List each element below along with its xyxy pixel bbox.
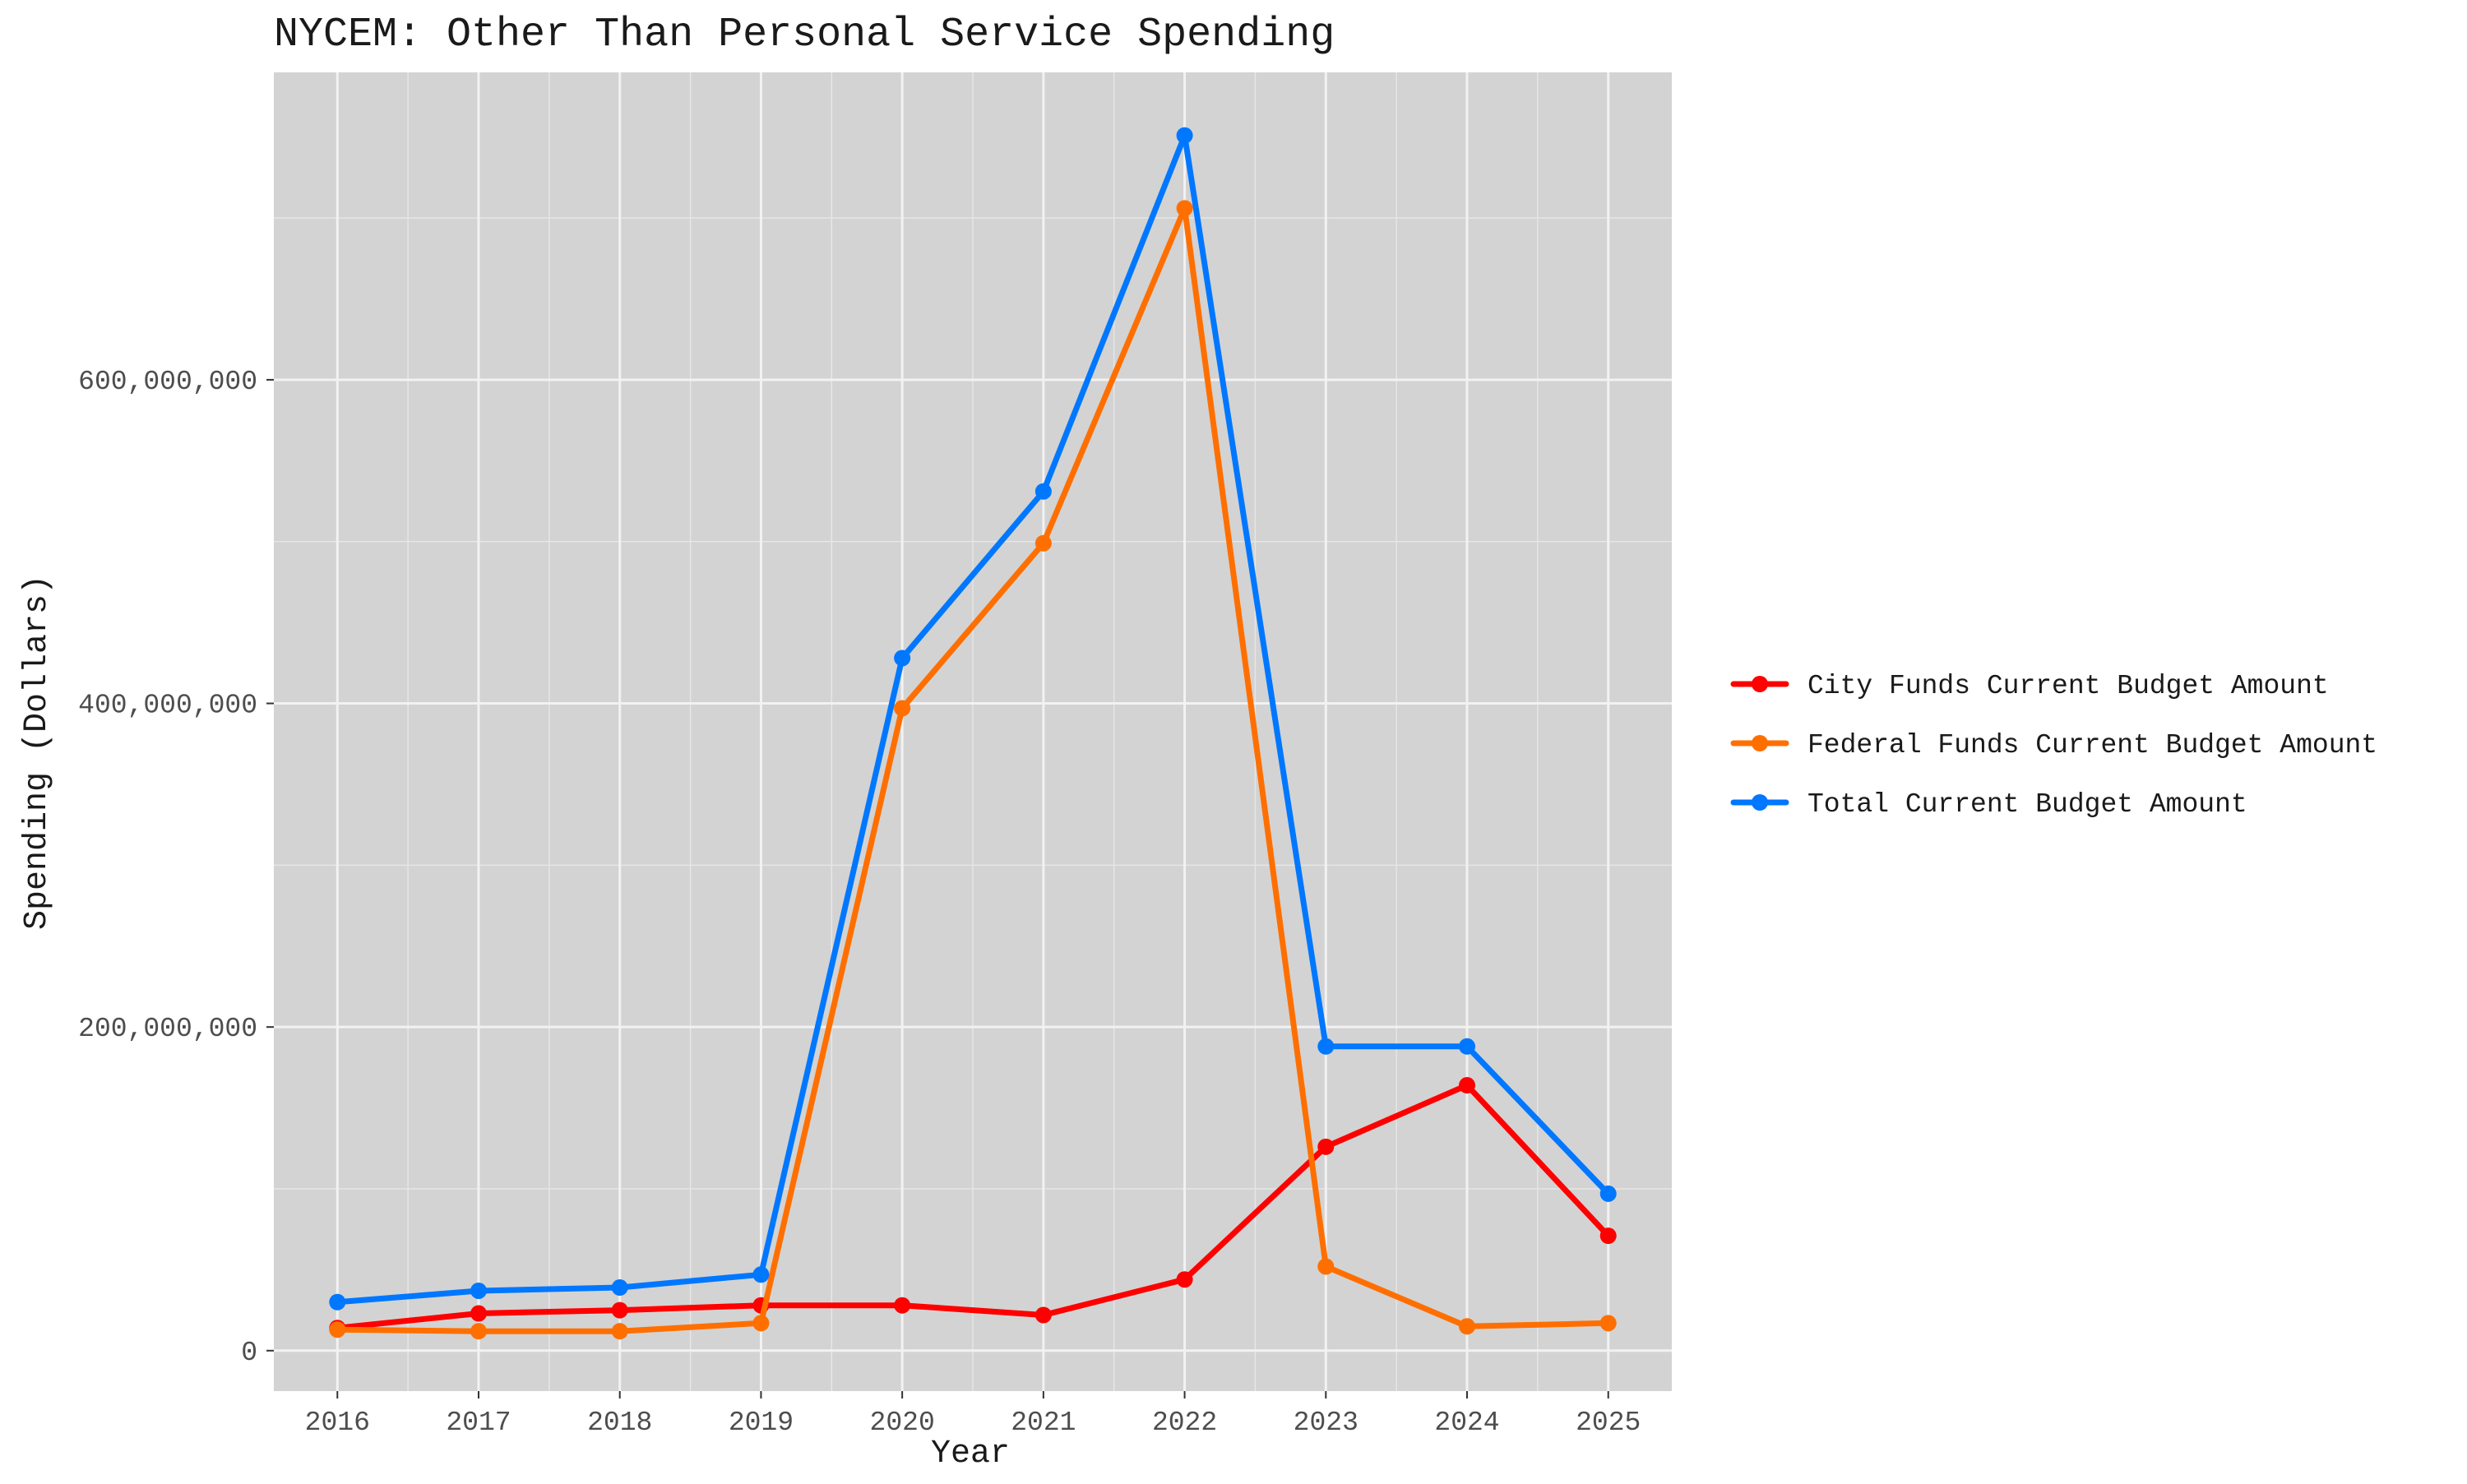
data-point <box>894 1297 911 1314</box>
y-tick-label: 400,000,000 <box>78 691 257 721</box>
series-0 <box>329 1077 1617 1337</box>
data-point <box>1317 1138 1335 1155</box>
x-tick-label: 2020 <box>870 1408 935 1438</box>
x-tick-label: 2016 <box>305 1408 370 1438</box>
data-point <box>1599 1315 1617 1332</box>
data-point <box>894 650 911 667</box>
x-tick-label: 2018 <box>587 1408 652 1438</box>
x-tick-label: 2019 <box>729 1408 794 1438</box>
x-tick-label: 2024 <box>1434 1408 1499 1438</box>
data-point <box>329 1293 346 1311</box>
data-point <box>1599 1185 1617 1202</box>
data-point <box>1176 200 1193 217</box>
legend-item: Total Current Budget Amount <box>1730 789 2247 820</box>
x-tick-label: 2017 <box>446 1408 511 1438</box>
data-point <box>1459 1077 1476 1094</box>
legend-item: City Funds Current Budget Amount <box>1730 671 2329 701</box>
series-line <box>334 1082 1612 1331</box>
y-axis-ticks: 0 200,000,000 400,000,000 600,000,000 <box>78 367 274 1368</box>
data-point <box>329 1321 346 1338</box>
legend-label: Federal Funds Current Budget Amount <box>1807 730 2377 760</box>
y-tick-label: 600,000,000 <box>78 367 257 397</box>
series-line <box>334 205 1612 1334</box>
legend-key-point <box>1752 735 1768 751</box>
y-tick-label: 0 <box>241 1338 257 1368</box>
data-point <box>1599 1227 1617 1245</box>
legend-label: Total Current Budget Amount <box>1807 789 2247 820</box>
data-point <box>1459 1038 1476 1055</box>
legend-label: City Funds Current Budget Amount <box>1807 671 2329 701</box>
data-point <box>1034 483 1052 500</box>
data-point <box>611 1301 628 1319</box>
series-line <box>334 132 1612 1306</box>
data-point <box>1459 1318 1476 1335</box>
data-point <box>1034 534 1052 552</box>
data-point <box>752 1315 770 1332</box>
major-gridlines <box>274 72 1672 1391</box>
chart-title: NYCEM: Other Than Personal Service Spend… <box>274 12 1335 58</box>
data-point <box>752 1266 770 1283</box>
data-point <box>1034 1306 1052 1324</box>
legend-key-point <box>1752 794 1768 811</box>
data-point <box>611 1279 628 1297</box>
data-point <box>894 700 911 717</box>
data-point <box>470 1282 487 1299</box>
x-tick-label: 2021 <box>1011 1408 1076 1438</box>
data-point <box>1176 1271 1193 1288</box>
data-point <box>1176 127 1193 144</box>
data-point <box>1317 1038 1335 1055</box>
data-point <box>470 1323 487 1340</box>
x-axis-ticks: 2016 2017 2018 2019 2020 2021 2022 2023 2024 2025 <box>305 1391 1641 1438</box>
series-1 <box>329 200 1617 1340</box>
y-axis-title: Spending (Dollars) <box>19 575 56 930</box>
x-axis-title: Year <box>931 1435 1010 1472</box>
data-point <box>1317 1258 1335 1275</box>
series-layer <box>329 127 1617 1340</box>
series-2 <box>329 127 1617 1311</box>
data-point <box>470 1305 487 1322</box>
legend-key-point <box>1752 676 1768 692</box>
y-tick-label: 200,000,000 <box>78 1014 257 1044</box>
x-tick-label: 2022 <box>1152 1408 1217 1438</box>
x-tick-label: 2023 <box>1294 1408 1358 1438</box>
legend: City Funds Current Budget Amount Federal … <box>1730 671 2377 820</box>
data-point <box>611 1323 628 1340</box>
legend-item: Federal Funds Current Budget Amount <box>1730 730 2377 760</box>
x-tick-label: 2025 <box>1576 1408 1641 1438</box>
